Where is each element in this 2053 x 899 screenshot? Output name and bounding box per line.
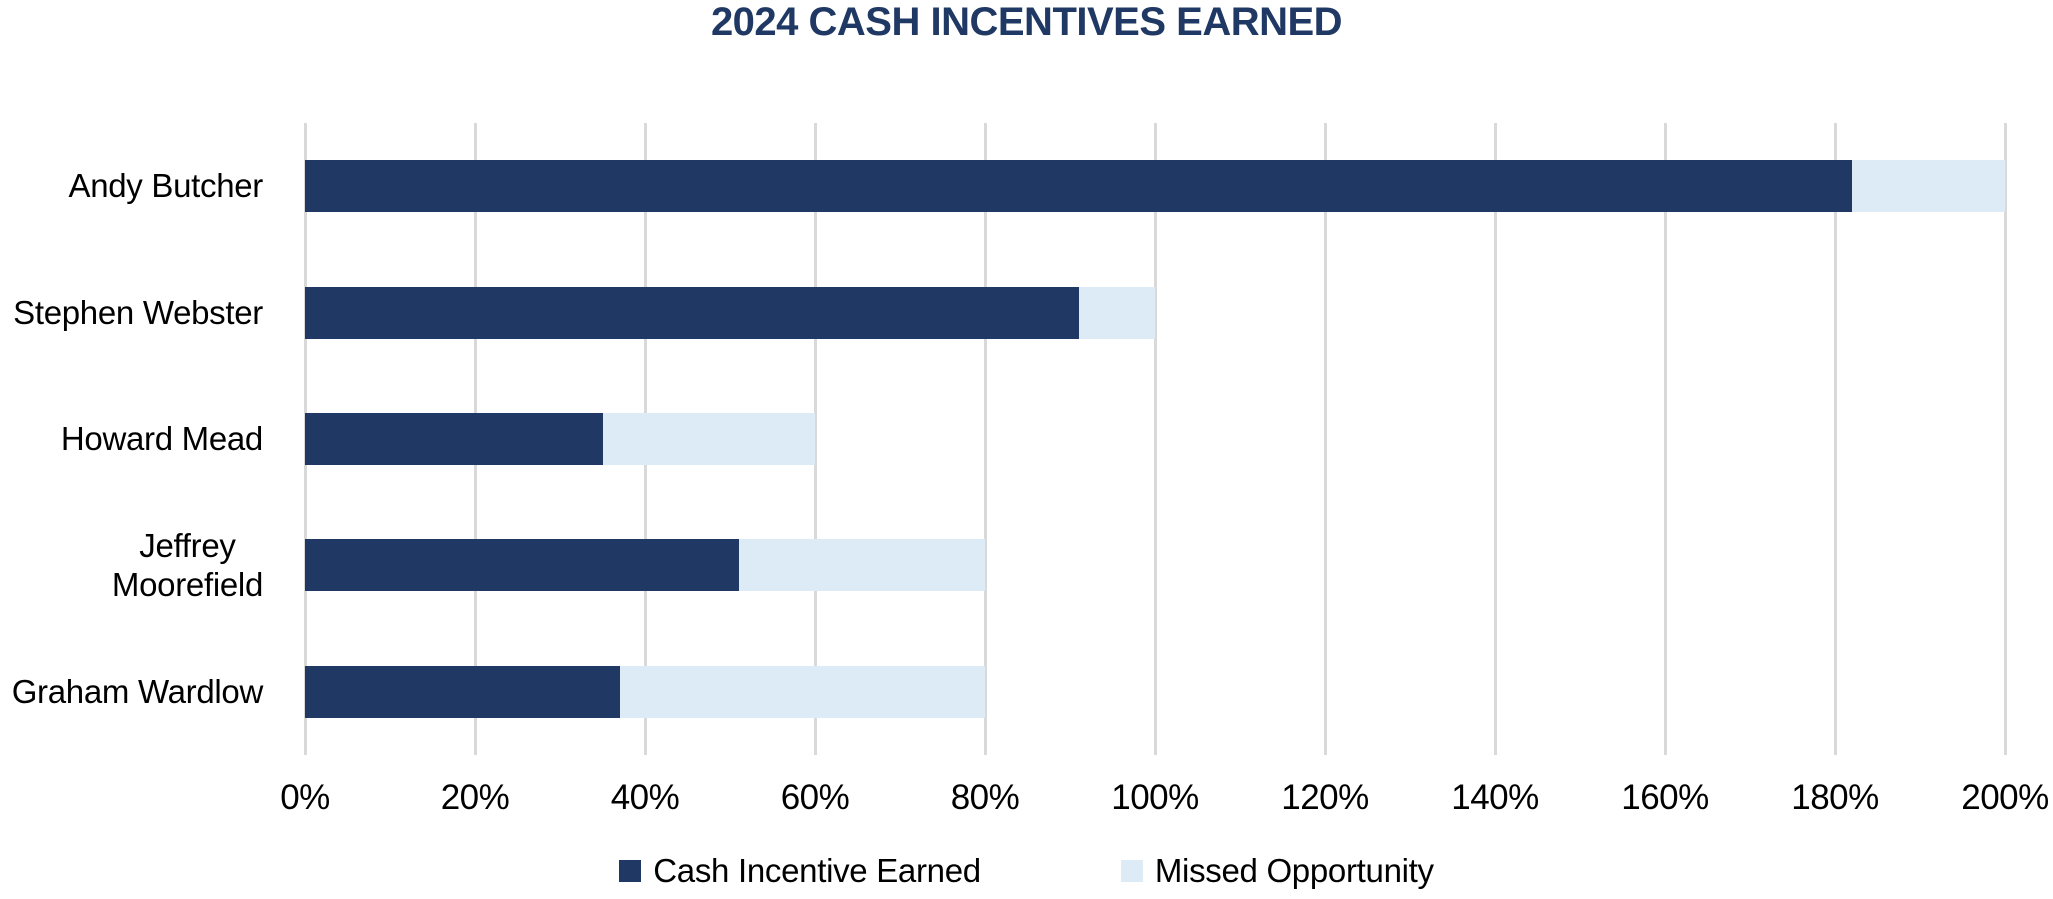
gridline <box>1833 123 1837 755</box>
category-label-cell: Stephen Webster <box>0 249 283 375</box>
x-axis-tick-label: 120% <box>1281 778 1369 817</box>
gridline <box>983 123 987 755</box>
bar-segment-missed <box>1852 160 2005 213</box>
chart-title: 2024 CASH INCENTIVES EARNED <box>710 0 1343 44</box>
gridline <box>1153 123 1157 755</box>
category-label-line: Graham Wardlow <box>11 673 264 711</box>
bar-track <box>305 413 2005 466</box>
legend-item-earned: Cash Incentive Earned <box>619 852 981 890</box>
x-axis-tick-label: 20% <box>440 778 510 817</box>
bar-segment-earned <box>305 160 1852 213</box>
gridline <box>1663 123 1667 755</box>
bar-rows <box>305 123 2005 755</box>
category-label: Andy Butcher <box>68 166 263 206</box>
bar-segment-earned <box>305 665 620 718</box>
bar-track <box>305 665 2005 718</box>
bar-row <box>305 502 2005 628</box>
bar-row <box>305 123 2005 249</box>
gridline <box>813 123 817 755</box>
category-label-line: Andy Butcher <box>68 167 263 205</box>
category-label-line: Howard Mead <box>60 420 263 458</box>
bar-track <box>305 286 2005 339</box>
category-label-cell: Andy Butcher <box>0 123 283 249</box>
bar-segment-missed <box>738 539 985 592</box>
category-label-cell: Howard Mead <box>0 376 283 502</box>
x-axis-tick-label: 200% <box>1961 778 2049 817</box>
bar-segment-earned <box>305 539 739 592</box>
x-axis-tick-label: 0% <box>280 778 330 817</box>
gridline <box>1323 123 1327 755</box>
bar-segment-earned <box>305 413 603 466</box>
legend-swatch-earned <box>619 860 642 882</box>
category-label-cell: Jeffrey Moorefield <box>0 502 283 628</box>
category-label-cell: Graham Wardlow <box>0 629 283 755</box>
category-label-line: Moorefield <box>111 566 263 604</box>
gridline <box>1493 123 1497 755</box>
bar-track <box>305 539 2005 592</box>
x-axis-tick-label: 160% <box>1621 778 1709 817</box>
category-label: Jeffrey Moorefield <box>112 526 263 605</box>
legend-swatch-missed <box>1120 860 1143 882</box>
x-axis-tick-label: 40% <box>610 778 680 817</box>
bar-row <box>305 376 2005 502</box>
category-label-line: Stephen Webster <box>13 293 263 331</box>
bar-track <box>305 160 2005 213</box>
x-axis-tick-label: 140% <box>1451 778 1539 817</box>
bar-segment-missed <box>1078 286 1155 339</box>
x-axis-tick-label: 180% <box>1791 778 1879 817</box>
bar-segment-missed <box>602 413 815 466</box>
plot-area <box>303 123 2007 755</box>
category-label: Graham Wardlow <box>11 672 264 712</box>
x-axis: 0% 20% 40% 60% 80% 100% 120% 140% 160% 180% 200% <box>280 778 2049 826</box>
bar-row <box>305 249 2005 375</box>
y-axis-category-labels: Andy Butcher Stephen Webster Howard Mead Je… <box>0 123 283 755</box>
legend: Cash Incentive Earned Missed Opportunity <box>0 852 2053 890</box>
category-label: Howard Mead <box>61 419 263 459</box>
legend-item-missed: Missed Opportunity <box>1120 852 1434 890</box>
category-label: Stephen Webster <box>13 293 263 333</box>
x-axis-tick-label: 80% <box>950 778 1020 817</box>
x-axis-tick-label: 100% <box>1111 778 1199 817</box>
gridline <box>2003 123 2007 755</box>
legend-label: Cash Incentive Earned <box>653 852 981 889</box>
bar-row <box>305 629 2005 755</box>
x-axis-tick-label: 60% <box>780 778 850 817</box>
bar-segment-earned <box>305 286 1079 339</box>
bar-segment-missed <box>619 665 985 718</box>
legend-label: Missed Opportunity <box>1154 852 1434 889</box>
category-label-line: Jeffrey <box>139 526 236 564</box>
